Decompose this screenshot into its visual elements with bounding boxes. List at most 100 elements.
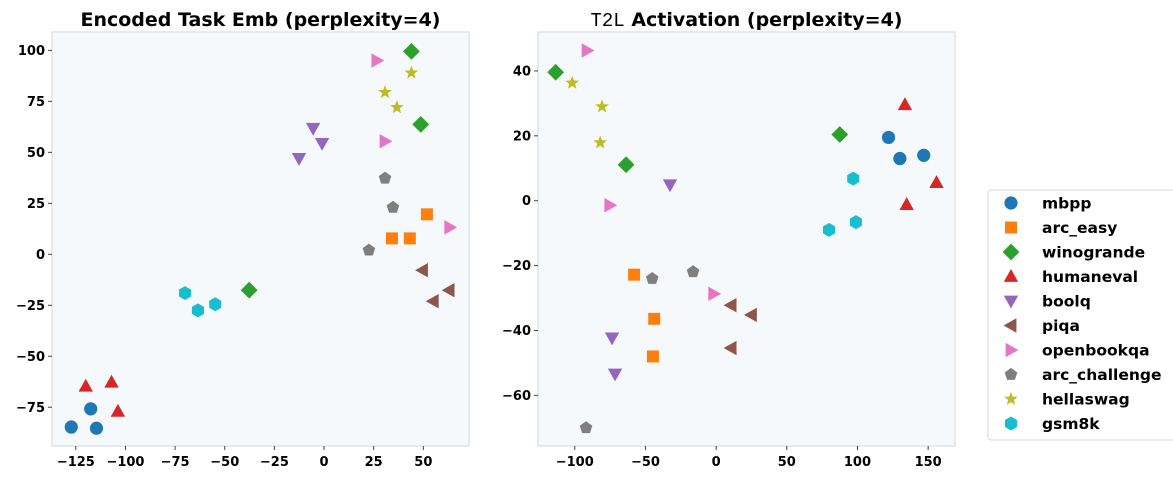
point-arc-easy <box>646 350 659 363</box>
scatter-points <box>547 43 944 434</box>
point-arc-easy <box>420 208 433 221</box>
triangle-left-marker-icon <box>1003 318 1017 333</box>
x-tick-label: −50 <box>631 455 660 470</box>
x-tick-label: 150 <box>915 455 942 470</box>
legend-item-openbookqa: openbookqa <box>1005 342 1150 360</box>
series-piqa <box>415 263 455 309</box>
point-arc-challenge <box>362 243 376 256</box>
point-humaneval <box>897 97 913 111</box>
y-tick-label: 0 <box>522 194 531 209</box>
y-tick-label: 0 <box>36 248 45 263</box>
point-boolq <box>291 153 307 166</box>
series-openbookqa <box>371 53 458 235</box>
diamond-marker-icon <box>1002 243 1020 261</box>
point-arc-challenge <box>686 265 700 278</box>
x-tick-label: −50 <box>210 455 239 470</box>
x-tick-label: 50 <box>778 455 796 470</box>
point-gsm8k <box>179 286 192 301</box>
y-tick-label: 20 <box>513 129 531 144</box>
point-hellaswag <box>593 135 608 149</box>
point-humaneval <box>929 175 944 188</box>
legend-item-boolq: boolq <box>1003 293 1091 311</box>
point-arc-challenge <box>645 271 659 284</box>
plot-area <box>51 31 470 447</box>
point-piqa <box>723 297 737 313</box>
point-boolq <box>314 137 330 151</box>
point-boolq <box>305 122 321 136</box>
legend-label: winogrande <box>1042 244 1145 262</box>
point-winogrande <box>403 42 420 60</box>
x-tick-label: −100 <box>556 455 594 470</box>
legend-frame <box>987 189 1173 441</box>
series-winogrande <box>547 63 849 174</box>
point-piqa <box>723 340 737 356</box>
y-axis: −60 −40 −20 0 20 40 <box>502 64 538 404</box>
x-tick-label: 25 <box>365 455 383 470</box>
y-tick-label: −50 <box>16 350 45 365</box>
y-tick-label: −25 <box>16 299 45 314</box>
legend-label: piqa <box>1042 317 1080 335</box>
point-gsm8k <box>191 303 204 318</box>
legend-item-hellaswag: hellaswag <box>1004 391 1130 409</box>
point-arc-easy <box>648 312 661 325</box>
point-winogrande <box>831 126 849 143</box>
series-hellaswag <box>565 75 609 149</box>
x-axis: −125 −100 −75 −50 −25 0 25 50 <box>57 446 432 470</box>
point-gsm8k <box>209 297 222 312</box>
point-openbookqa <box>708 286 722 302</box>
point-arc-easy <box>403 232 416 245</box>
legend-label: arc_challenge <box>1042 366 1162 384</box>
circle-marker-icon <box>1004 196 1018 210</box>
y-tick-label: 25 <box>27 197 45 212</box>
series-mbpp <box>64 402 104 435</box>
series-arc-challenge <box>579 265 700 434</box>
x-tick-label: 50 <box>414 455 432 470</box>
legend-item-arc-easy: arc_easy <box>1005 219 1117 237</box>
series-arc-easy <box>628 268 661 363</box>
y-tick-label: −75 <box>16 401 45 416</box>
t2l-activation-chart: T2L Activation (perplexity=4) −100 −50 0 50… <box>502 9 956 470</box>
legend-label: boolq <box>1042 293 1091 311</box>
point-winogrande <box>412 115 430 133</box>
legend: mbpp arc_easy winogrande humaneval boolq piqa… <box>987 189 1173 441</box>
y-tick-label: 40 <box>513 64 531 79</box>
point-hellaswag <box>390 100 404 114</box>
point-mbpp <box>64 420 78 434</box>
point-humaneval <box>110 403 126 417</box>
point-openbookqa <box>444 220 458 235</box>
point-humaneval <box>104 374 119 388</box>
point-mbpp <box>917 148 931 162</box>
point-boolq <box>607 368 623 382</box>
point-arc-challenge <box>378 171 392 184</box>
legend-label: mbpp <box>1042 195 1091 213</box>
point-hellaswag <box>595 99 609 113</box>
series-piqa <box>723 297 757 356</box>
point-mbpp <box>84 402 98 416</box>
point-winogrande <box>547 63 565 81</box>
series-arc-challenge <box>362 171 400 256</box>
legend-label: openbookqa <box>1042 342 1150 360</box>
point-piqa <box>425 294 439 309</box>
point-arc-challenge <box>386 200 400 213</box>
point-gsm8k <box>849 215 862 230</box>
chart-title: Encoded Task Emb (perplexity=4) <box>80 9 440 31</box>
encoded-task-emb-chart: Encoded Task Emb (perplexity=4) −125 −100… <box>16 9 470 470</box>
triangle-down-marker-icon <box>1003 295 1019 309</box>
point-humaneval <box>899 197 914 211</box>
series-gsm8k <box>823 171 862 237</box>
y-tick-label: −40 <box>502 324 531 339</box>
legend-item-humaneval: humaneval <box>1003 268 1138 286</box>
point-boolq <box>604 332 620 346</box>
point-openbookqa <box>604 198 618 213</box>
star-marker-icon <box>1004 391 1018 405</box>
legend-label: gsm8k <box>1042 415 1100 433</box>
legend-label: humaneval <box>1042 268 1138 286</box>
series-humaneval <box>78 374 126 417</box>
chart-title: T2L Activation (perplexity=4) <box>591 9 903 32</box>
point-mbpp <box>89 421 104 435</box>
point-arc-easy <box>385 232 398 245</box>
x-tick-label: 0 <box>712 455 721 470</box>
series-hellaswag <box>378 65 419 114</box>
series-winogrande <box>240 42 430 299</box>
point-arc-easy <box>628 268 641 281</box>
